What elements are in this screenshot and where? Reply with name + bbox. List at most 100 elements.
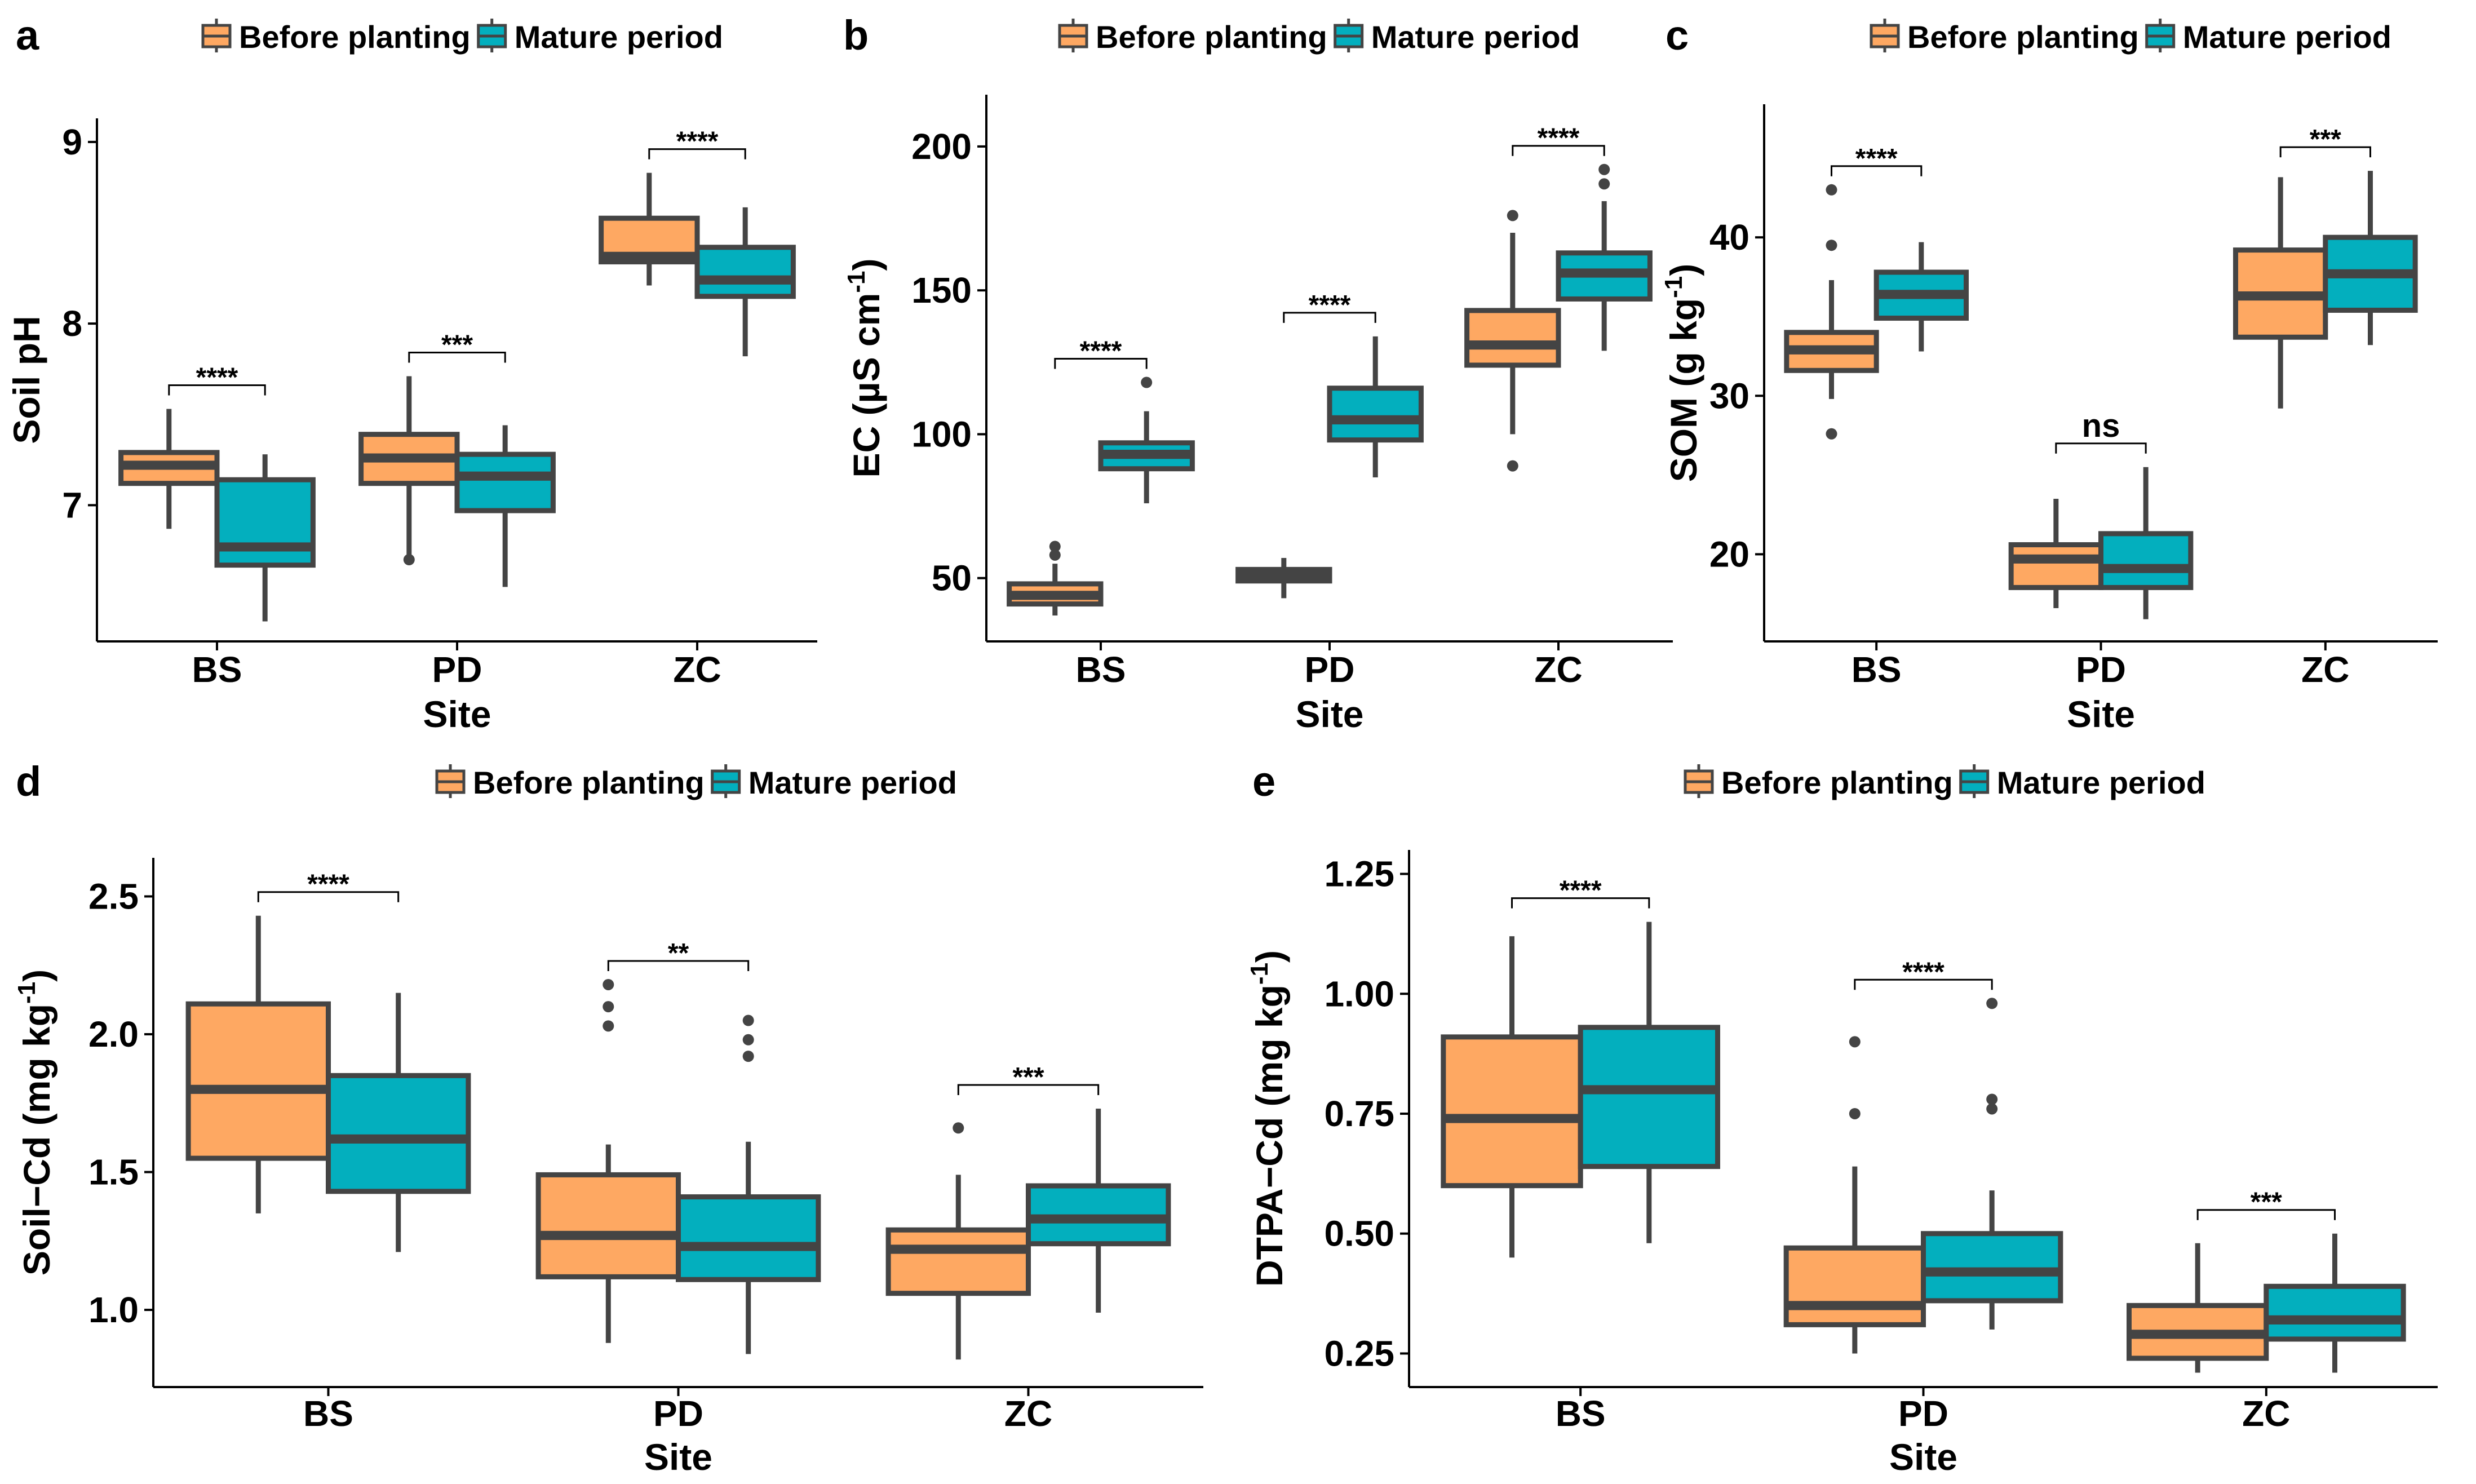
significance-bracket: ns: [2055, 407, 2147, 454]
y-tick-label: 2.0: [88, 1014, 139, 1055]
box-mature-period: [1921, 998, 2063, 1330]
y-axis-title: Soil−Cd (mg kg-1): [13, 969, 57, 1275]
bracket-line: [2196, 1209, 2336, 1220]
box-body: [214, 477, 316, 568]
outlier-point: [1849, 1108, 1861, 1119]
legend: Before planting Mature period: [201, 19, 723, 55]
legend: Before planting Mature period: [435, 764, 957, 800]
y-tick-label: 0.25: [1324, 1333, 1394, 1374]
x-tick-label: BS: [1852, 649, 1902, 690]
significance-bracket: ***: [2196, 1188, 2336, 1220]
bracket-line: [168, 384, 266, 396]
box-mature-period: [326, 993, 471, 1252]
box-body: [1783, 1245, 1926, 1327]
legend-key: [2145, 19, 2176, 52]
y-tick-label: 1.00: [1324, 973, 1394, 1014]
box-body: [185, 1001, 331, 1161]
legend-key: [1959, 764, 1990, 798]
y-tick-label: 7: [62, 485, 82, 525]
site-group-zc: ****: [599, 127, 796, 357]
significance-label: ***: [2310, 125, 2341, 154]
y-tick-label: 150: [911, 270, 972, 311]
significance-bracket: ****: [1511, 876, 1650, 909]
legend-key: [711, 764, 741, 798]
box-body: [2008, 542, 2104, 590]
box-body: [2098, 531, 2194, 590]
box-body: [535, 1172, 681, 1279]
bracket-line: [1511, 897, 1650, 909]
significance-label: ns: [2082, 407, 2120, 444]
significance-bracket: ****: [1283, 290, 1376, 323]
y-tick-label: 30: [1709, 375, 1749, 416]
legend-key: [435, 764, 466, 798]
outlier-point: [603, 1001, 614, 1013]
x-axis-title: Site: [1295, 693, 1363, 735]
significance-bracket: **: [607, 938, 750, 971]
y-tick-label: 40: [1709, 217, 1749, 258]
outlier-point: [1049, 549, 1061, 561]
x-tick-label: PD: [653, 1393, 703, 1434]
panel-label: a: [16, 12, 39, 59]
significance-bracket: ****: [648, 127, 746, 160]
box-before-planting: [2008, 498, 2104, 608]
significance-label: ****: [1560, 876, 1602, 906]
bracket-line: [2055, 442, 2147, 454]
legend-label: Mature period: [515, 19, 723, 55]
box-body: [326, 1073, 471, 1194]
y-axis-title: DTPA−Cd (mg kg-1): [1246, 950, 1290, 1287]
bracket-line: [1831, 165, 1923, 176]
box-body: [2264, 1283, 2406, 1342]
significance-label: ****: [1080, 336, 1122, 366]
panel-label: c: [1666, 12, 1689, 59]
box-body: [694, 245, 796, 299]
bracket-line: [408, 352, 506, 363]
box-mature-period: [1327, 336, 1424, 477]
outlier-point: [1986, 998, 1998, 1009]
outlier-point: [1141, 376, 1153, 388]
legend: Before planting Mature period: [1870, 19, 2391, 55]
x-tick-label: BS: [192, 649, 242, 690]
y-tick-label: 50: [932, 558, 972, 599]
legend-label: Before planting: [473, 765, 705, 800]
box-before-planting: [535, 978, 681, 1343]
y-axis-title: EC (µS cm-1): [843, 259, 887, 478]
legend-key: [477, 19, 507, 52]
box-body: [1327, 386, 1424, 443]
panel-b: b Before planting Mature period 50 100 150 200…: [843, 12, 1673, 735]
significance-label: ***: [1012, 1062, 1044, 1092]
y-axis-title-superscript: -1: [843, 271, 870, 293]
outlier-point: [1986, 1103, 1998, 1115]
outlier-point: [1826, 184, 1837, 196]
outlier-point: [1507, 460, 1518, 472]
site-group-bs: ****: [1007, 336, 1195, 616]
x-tick-label: ZC: [1004, 1393, 1052, 1434]
significance-label: **: [668, 938, 689, 968]
site-group-pd: ***: [358, 330, 556, 587]
outlier-point: [1598, 178, 1610, 190]
box-mature-period: [1556, 163, 1653, 351]
y-axis-title-close: ): [1663, 264, 1704, 276]
significance-bracket: ***: [408, 330, 506, 363]
y-tick-label: 1.0: [88, 1290, 139, 1330]
significance-label: ****: [1855, 144, 1898, 174]
panel-a: a Before planting Mature period 7 8 9 BS PD ZC Si…: [6, 12, 817, 735]
bracket-line: [257, 891, 400, 902]
x-tick-label: ZC: [1534, 649, 1582, 690]
bracket-line: [1054, 358, 1148, 369]
outlier-point: [1826, 240, 1837, 251]
y-axis-title-main: EC (µS cm: [845, 293, 887, 478]
legend-label: Before planting: [239, 19, 471, 55]
y-axis-title-main: Soil pH: [6, 316, 47, 444]
outlier-point: [1826, 428, 1837, 440]
y-axis-title: Soil pH: [6, 316, 47, 444]
y-axis-title-superscript: -1: [1246, 963, 1273, 985]
box-before-planting: [118, 409, 220, 529]
x-tick-label: PD: [2076, 649, 2126, 690]
outlier-point: [603, 1020, 614, 1032]
box-body: [885, 1227, 1031, 1296]
significance-label: ****: [1538, 123, 1580, 153]
significance-label: ***: [441, 330, 473, 360]
box-body: [676, 1194, 821, 1282]
significance-bracket: ****: [1512, 123, 1605, 156]
